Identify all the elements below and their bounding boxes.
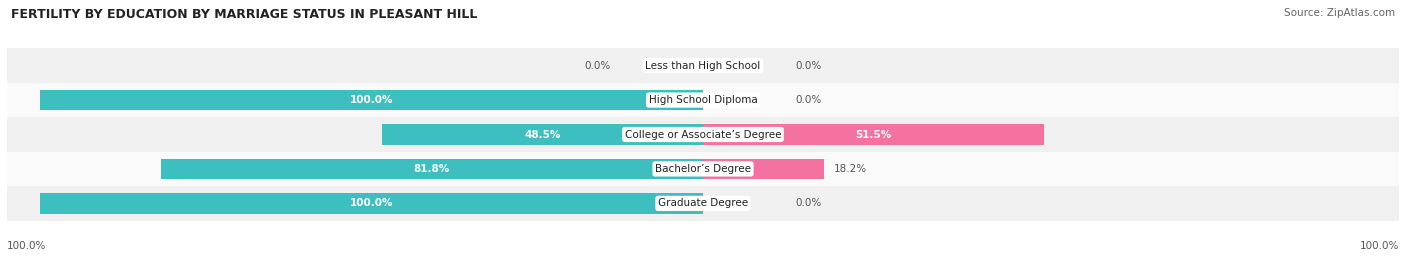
Text: 81.8%: 81.8% bbox=[413, 164, 450, 174]
Text: College or Associate’s Degree: College or Associate’s Degree bbox=[624, 129, 782, 140]
Text: 18.2%: 18.2% bbox=[834, 164, 866, 174]
Bar bbox=[7, 152, 1399, 186]
Text: 100.0%: 100.0% bbox=[7, 241, 46, 251]
Text: 100.0%: 100.0% bbox=[350, 198, 394, 208]
Text: 0.0%: 0.0% bbox=[796, 198, 823, 208]
Text: 0.0%: 0.0% bbox=[796, 61, 823, 71]
Text: 100.0%: 100.0% bbox=[350, 95, 394, 105]
Bar bbox=[160, 159, 703, 179]
Text: High School Diploma: High School Diploma bbox=[648, 95, 758, 105]
Text: 100.0%: 100.0% bbox=[1360, 241, 1399, 251]
Bar bbox=[41, 193, 703, 214]
Bar bbox=[41, 90, 703, 110]
Bar bbox=[7, 83, 1399, 117]
Text: 51.5%: 51.5% bbox=[856, 129, 891, 140]
Text: 48.5%: 48.5% bbox=[524, 129, 561, 140]
Text: 0.0%: 0.0% bbox=[583, 61, 610, 71]
Text: Bachelor’s Degree: Bachelor’s Degree bbox=[655, 164, 751, 174]
Bar bbox=[7, 48, 1399, 83]
Bar bbox=[703, 159, 824, 179]
Text: Graduate Degree: Graduate Degree bbox=[658, 198, 748, 208]
Text: Source: ZipAtlas.com: Source: ZipAtlas.com bbox=[1284, 8, 1395, 18]
Bar bbox=[381, 124, 703, 145]
Bar bbox=[703, 124, 1045, 145]
Bar bbox=[7, 117, 1399, 152]
Bar bbox=[7, 186, 1399, 221]
Text: 0.0%: 0.0% bbox=[796, 95, 823, 105]
Text: FERTILITY BY EDUCATION BY MARRIAGE STATUS IN PLEASANT HILL: FERTILITY BY EDUCATION BY MARRIAGE STATU… bbox=[11, 8, 478, 21]
Text: Less than High School: Less than High School bbox=[645, 61, 761, 71]
